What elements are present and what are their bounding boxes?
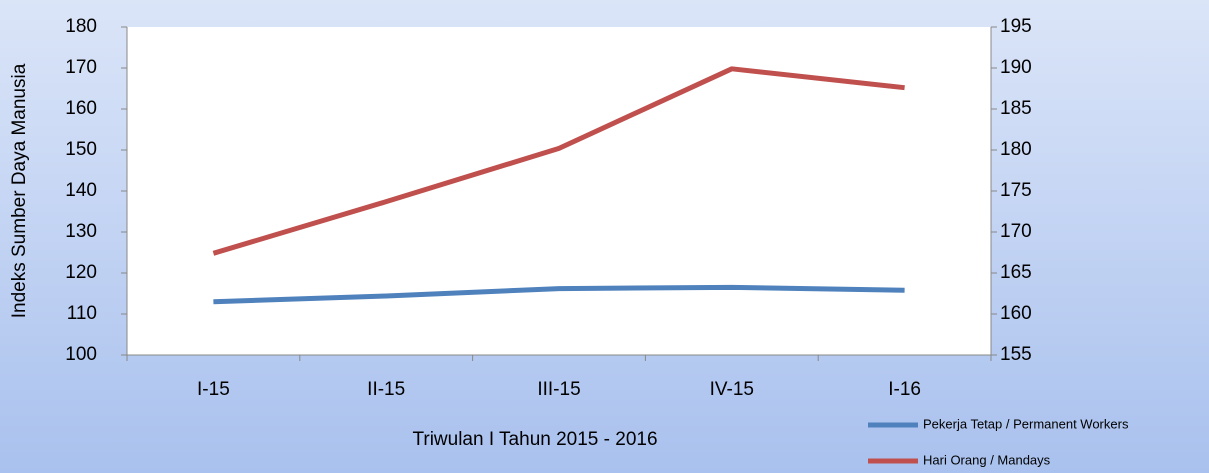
y2-tick-label: 190 <box>1000 57 1032 78</box>
y2-tick-label: 155 <box>1000 344 1032 365</box>
y2-tick-label: 170 <box>1000 221 1032 242</box>
plot-area <box>127 27 991 355</box>
y2-tick-label: 180 <box>1000 139 1032 160</box>
y2-tick-label: 185 <box>1000 98 1032 119</box>
x-axis-title: Triwulan I Tahun 2015 - 2016 <box>412 429 657 450</box>
line-series <box>212 66 905 256</box>
y-axis-title: Indeks Sumber Daya Manusia <box>9 63 30 318</box>
y-tick-label: 150 <box>65 139 97 160</box>
x-tick-label: II-15 <box>367 379 405 400</box>
y-tick-label: 110 <box>67 303 97 324</box>
y-tick-label: 120 <box>65 262 97 283</box>
y-tick-label: 180 <box>65 16 97 37</box>
y2-tick-label: 160 <box>1000 303 1032 324</box>
x-tick-label: IV-15 <box>710 379 754 400</box>
x-tick-label: I-16 <box>888 379 921 400</box>
y2-tick-label: 165 <box>1000 262 1032 283</box>
legend-label: Hari Orang / Mandays <box>923 452 1051 467</box>
y2-tick-label: 195 <box>1000 16 1032 37</box>
y-tick-label: 170 <box>65 57 97 78</box>
line-series <box>213 284 905 305</box>
y2-tick-label: 175 <box>1000 180 1032 201</box>
y-tick-label: 100 <box>65 344 97 365</box>
y-tick-label: 130 <box>65 221 97 242</box>
y-tick-label: 140 <box>65 180 97 201</box>
x-tick-label: III-15 <box>537 379 580 400</box>
x-tick-label: I-15 <box>197 379 230 400</box>
legend-label: Pekerja Tetap / Permanent Workers <box>923 416 1129 431</box>
y-tick-label: 160 <box>65 98 97 119</box>
